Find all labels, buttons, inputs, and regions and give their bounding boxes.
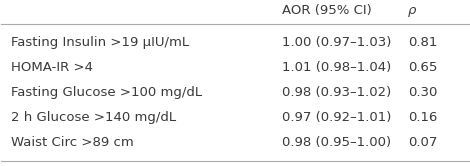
Text: 1.00 (0.97–1.03): 1.00 (0.97–1.03) <box>282 36 391 49</box>
Text: 0.81: 0.81 <box>408 36 437 49</box>
Text: 0.30: 0.30 <box>408 86 437 99</box>
Text: 0.07: 0.07 <box>408 136 437 149</box>
Text: Fasting Insulin >19 μIU/mL: Fasting Insulin >19 μIU/mL <box>11 36 189 49</box>
Text: Waist Circ >89 cm: Waist Circ >89 cm <box>11 136 133 149</box>
Text: ρ: ρ <box>408 4 416 17</box>
Text: 2 h Glucose >140 mg/dL: 2 h Glucose >140 mg/dL <box>11 111 176 124</box>
Text: 0.98 (0.93–1.02): 0.98 (0.93–1.02) <box>282 86 391 99</box>
Text: 0.65: 0.65 <box>408 61 437 74</box>
Text: 0.97 (0.92–1.01): 0.97 (0.92–1.01) <box>282 111 391 124</box>
Text: 0.98 (0.95–1.00): 0.98 (0.95–1.00) <box>282 136 391 149</box>
Text: AOR (95% CI): AOR (95% CI) <box>282 4 371 17</box>
Text: 1.01 (0.98–1.04): 1.01 (0.98–1.04) <box>282 61 391 74</box>
Text: 0.16: 0.16 <box>408 111 437 124</box>
Text: Fasting Glucose >100 mg/dL: Fasting Glucose >100 mg/dL <box>11 86 202 99</box>
Text: HOMA-IR >4: HOMA-IR >4 <box>11 61 93 74</box>
